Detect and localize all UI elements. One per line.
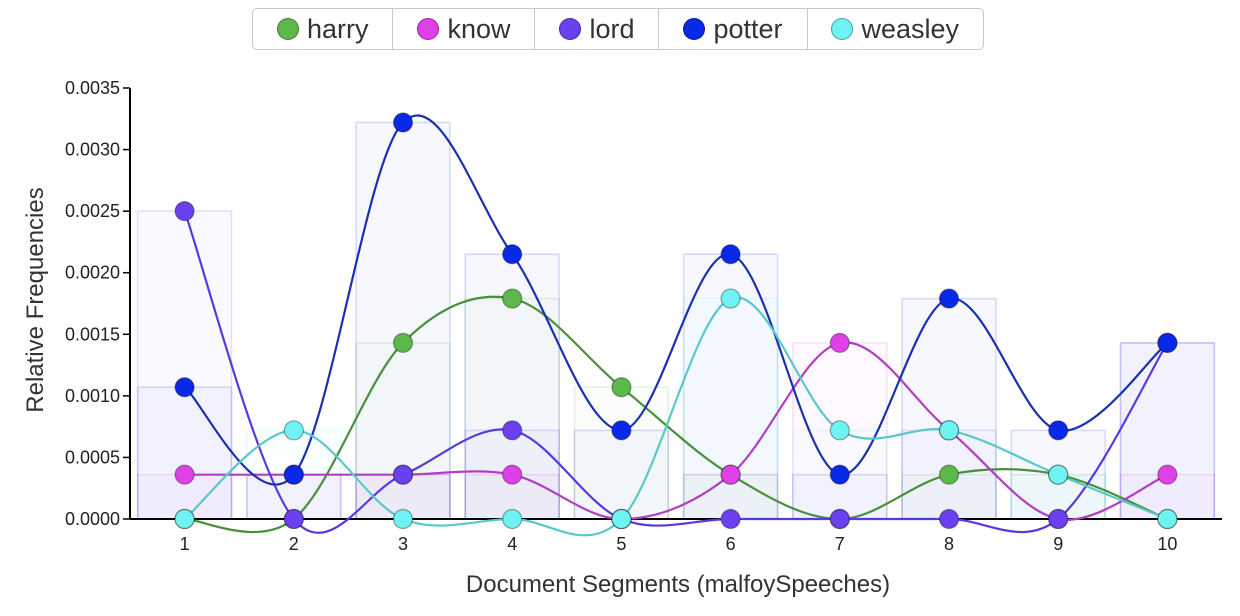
point-lord-1[interactable] — [174, 201, 195, 222]
point-know-4[interactable] — [502, 464, 523, 485]
y-tick-label: 0.0015 — [65, 324, 120, 344]
legend-swatch-potter — [683, 18, 706, 40]
x-tick-label: 9 — [1053, 534, 1063, 554]
point-potter-6[interactable] — [720, 244, 741, 265]
legend-swatch-weasley — [831, 18, 854, 40]
point-weasley-2[interactable] — [283, 420, 304, 441]
point-potter-5[interactable] — [611, 420, 632, 441]
legend-swatch-know — [417, 18, 440, 40]
point-know-7[interactable] — [829, 332, 850, 354]
legend-label-potter: potter — [713, 13, 783, 44]
point-harry-5[interactable] — [611, 377, 632, 398]
point-harry-4[interactable] — [502, 288, 523, 309]
x-tick-label: 4 — [507, 534, 517, 554]
legend-label-weasley: weasley — [861, 13, 960, 44]
series-line-know — [184, 341, 1168, 521]
point-weasley-7[interactable] — [829, 420, 850, 441]
legend-item-know[interactable]: know — [393, 9, 536, 49]
point-weasley-9[interactable] — [1048, 464, 1069, 485]
bar-weasley-6 — [682, 297, 779, 520]
legend: harry know lord potter weasley — [252, 8, 984, 50]
point-lord-3[interactable] — [392, 464, 414, 485]
point-know-10[interactable] — [1157, 464, 1178, 485]
point-harry-3[interactable] — [392, 332, 414, 354]
series-line-weasley — [183, 296, 1168, 537]
axes-layer: 0.0000 0.0005 0.0010 0.0015 0.0020 0.0025 0.00… — [65, 78, 1222, 554]
point-weasley-5[interactable] — [611, 508, 632, 530]
point-weasley-8[interactable] — [938, 420, 960, 441]
point-lord-4[interactable] — [502, 420, 523, 441]
y-tick-label: 0.0035 — [65, 78, 120, 98]
legend-swatch-harry — [276, 18, 299, 40]
point-potter-2[interactable] — [283, 464, 304, 485]
point-lord-8[interactable] — [938, 508, 960, 530]
point-harry-8[interactable] — [938, 464, 960, 485]
y-tick-label: 0.0025 — [65, 201, 120, 221]
x-tick-label: 10 — [1157, 534, 1177, 554]
legend-item-potter[interactable]: potter — [659, 9, 808, 49]
point-potter-1[interactable] — [174, 377, 195, 398]
bar-potter-3 — [355, 121, 451, 520]
y-axis-title: Relative Frequencies — [22, 187, 49, 412]
y-tick-label: 0.0000 — [65, 509, 120, 529]
x-tick-label: 5 — [616, 534, 626, 554]
point-lord-2[interactable] — [283, 508, 304, 530]
point-potter-9[interactable] — [1048, 420, 1069, 441]
y-tick-label: 0.0005 — [65, 447, 120, 467]
point-potter-3[interactable] — [392, 112, 414, 133]
point-weasley-6[interactable] — [720, 288, 741, 309]
x-tick-label: 2 — [289, 534, 299, 554]
legend-swatch-lord — [559, 18, 582, 40]
point-potter-8[interactable] — [938, 288, 960, 309]
point-potter-7[interactable] — [829, 464, 850, 485]
point-know-1[interactable] — [174, 464, 195, 485]
legend-item-weasley[interactable]: weasley — [808, 9, 984, 49]
x-tick-label: 8 — [944, 534, 954, 554]
point-weasley-3[interactable] — [392, 508, 414, 530]
point-lord-7[interactable] — [829, 508, 850, 530]
points-layer — [174, 112, 1178, 530]
point-know-6[interactable] — [720, 464, 741, 485]
legend-label-lord: lord — [589, 13, 635, 44]
series-line-harry — [184, 295, 1168, 534]
x-tick-label: 7 — [835, 534, 845, 554]
series-line-potter — [183, 114, 1169, 486]
legend-item-lord[interactable]: lord — [535, 9, 660, 49]
y-tick-label: 0.0030 — [65, 140, 120, 160]
bars-layer — [136, 121, 1216, 520]
y-tick-label: 0.0020 — [65, 263, 120, 283]
bar-potter-1 — [136, 386, 233, 520]
point-weasley-4[interactable] — [502, 508, 523, 530]
x-tick-label: 1 — [180, 534, 190, 554]
point-potter-10[interactable] — [1157, 332, 1178, 354]
point-weasley-1[interactable] — [174, 508, 195, 530]
point-lord-6[interactable] — [720, 508, 741, 530]
legend-item-harry[interactable]: harry — [253, 9, 394, 49]
x-axis-title: Document Segments (malfoySpeeches) — [466, 571, 890, 598]
point-potter-4[interactable] — [502, 244, 523, 265]
y-tick-label: 0.0010 — [65, 386, 120, 406]
legend-label-harry: harry — [306, 13, 369, 44]
bar-potter-5 — [573, 429, 670, 520]
x-tick-label: 3 — [398, 534, 408, 554]
point-weasley-10[interactable] — [1157, 508, 1178, 530]
legend-label-know: know — [447, 13, 511, 44]
x-tick-label: 6 — [726, 534, 736, 554]
point-lord-9[interactable] — [1048, 508, 1069, 530]
